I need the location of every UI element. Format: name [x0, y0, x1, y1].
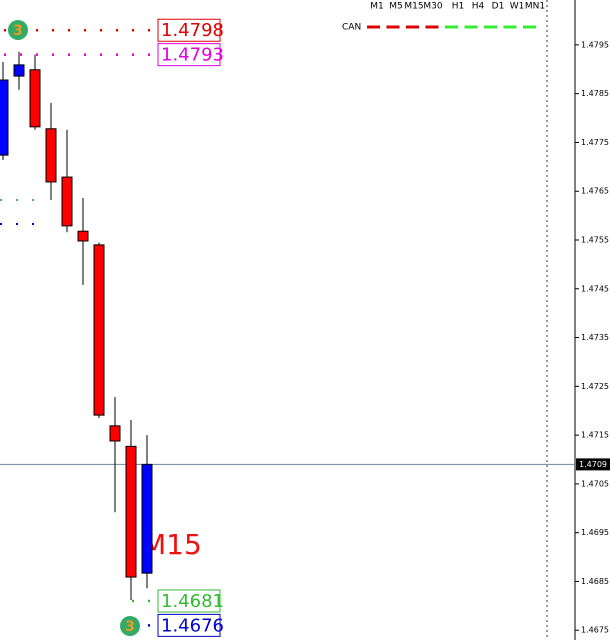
timeframe-label: M30: [423, 2, 442, 12]
y-tick-label: 1.4735: [581, 333, 609, 342]
y-tick-label: 1.4785: [581, 89, 609, 98]
y-tick-label: 1.4725: [581, 382, 609, 391]
candle-body: [13, 64, 25, 77]
y-tick-label: 1.4705: [581, 479, 609, 488]
timeframe-label: W1: [510, 2, 525, 12]
level-label: 1.4798: [161, 20, 224, 41]
marker-label: 3: [125, 619, 135, 635]
candle-body: [93, 244, 105, 416]
marker-circle: [120, 616, 140, 636]
level-box: [157, 613, 221, 637]
candle-body: [61, 176, 73, 227]
timeframe-label: H4: [472, 2, 485, 12]
current-price-box: [576, 458, 610, 471]
timeframe-label: MN1: [525, 2, 545, 12]
candle-body: [45, 128, 57, 183]
level-label: 1.4793: [161, 45, 224, 66]
y-tick-label: 1.4715: [581, 431, 609, 440]
y-tick-label: 1.4775: [581, 138, 609, 147]
y-tick-label: 1.4755: [581, 236, 609, 245]
y-tick-label: 1.4695: [581, 528, 609, 537]
candle-body: [29, 69, 41, 128]
y-tick-label: 1.4745: [581, 284, 609, 293]
level-box: [157, 589, 221, 613]
timeframe-label: H1: [452, 2, 465, 12]
legend-label: CAN: [342, 23, 361, 33]
timeframe-label: D1: [492, 2, 505, 12]
level-box: [157, 43, 221, 67]
marker-label: 3: [13, 23, 23, 39]
y-tick-label: 1.4675: [581, 626, 609, 635]
candle-body: [125, 445, 137, 578]
candle-body: [0, 79, 9, 156]
timeframe-label: M15: [404, 2, 423, 12]
current-price-label: 1.4709: [579, 460, 607, 469]
candle-body: [141, 463, 153, 574]
timeframe-label: M5: [389, 2, 403, 12]
candle-body: [77, 230, 89, 242]
level-box: [157, 18, 221, 42]
candle-body: [109, 425, 121, 442]
y-tick-label: 1.4795: [581, 40, 609, 49]
marker-circle: [8, 20, 28, 40]
level-label: 1.4681: [161, 591, 224, 612]
y-tick-label: 1.4765: [581, 187, 609, 196]
level-label: 1.4676: [161, 615, 224, 636]
timeframe-label: M1: [370, 2, 384, 12]
y-tick-label: 1.4685: [581, 577, 609, 586]
